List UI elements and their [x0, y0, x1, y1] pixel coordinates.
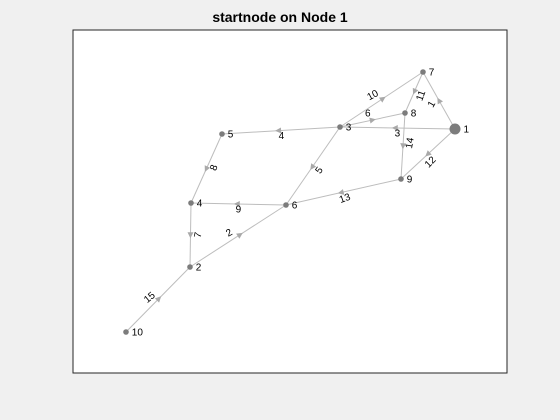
node-label-6: 6	[292, 201, 298, 212]
arrow-7-8	[412, 87, 419, 95]
edge-weight-label-5-4: 8	[208, 163, 220, 172]
node-labels-layer: 1 2 3 4 5 6 7 8 9 10	[132, 68, 470, 339]
node-9	[398, 176, 404, 182]
arrow-9-6	[337, 189, 345, 195]
node-6	[283, 202, 289, 208]
arrow-1-3	[391, 125, 398, 131]
arrow-3-6	[310, 163, 317, 170]
node-1	[449, 123, 461, 135]
node-4	[188, 200, 194, 206]
edge-weight-label-3-6: 5	[314, 165, 326, 176]
node-3	[337, 124, 343, 130]
node-2	[187, 264, 193, 270]
arrow-6-4	[233, 201, 240, 207]
arrow-4-2	[187, 232, 194, 239]
arrow-3-7	[379, 96, 386, 103]
edge-weight-label-4-2: 7	[193, 231, 205, 239]
edge-weight-label-3-5: 4	[279, 131, 285, 142]
edge-weight-label-2-6: 2	[224, 227, 235, 240]
node-7	[420, 69, 426, 75]
node-8	[402, 110, 408, 116]
node-5	[219, 131, 225, 137]
edge-weight-label-9-6: 13	[338, 192, 353, 206]
arrow-1-9	[425, 150, 432, 157]
edge-weight-label-7-8: 11	[414, 89, 428, 103]
arrow-10-2	[154, 296, 162, 303]
arrow-3-8	[369, 117, 376, 124]
arrow-2-6	[236, 232, 243, 239]
node-10	[123, 329, 129, 335]
arrow-1-7	[437, 97, 443, 105]
node-label-9: 9	[407, 175, 413, 186]
node-label-2: 2	[196, 263, 202, 274]
nodes-layer	[123, 69, 461, 335]
edge-weight-label-8-9: 14	[404, 136, 417, 149]
edge-weight-label-3-7: 10	[365, 88, 380, 103]
arrow-3-5	[275, 127, 282, 134]
arrows-layer	[154, 87, 443, 303]
node-label-10: 10	[132, 328, 144, 339]
node-label-5: 5	[228, 130, 234, 141]
edge-weight-label-3-8: 6	[365, 109, 371, 120]
edge-weight-label-1-3: 3	[395, 129, 401, 140]
edge-weight-label-1-7: 1	[426, 99, 439, 110]
node-label-1: 1	[464, 125, 470, 136]
axes-box	[72, 29, 508, 374]
node-label-7: 7	[429, 68, 435, 79]
node-label-3: 3	[346, 123, 352, 134]
plot-title: startnode on Node 1	[212, 9, 348, 25]
node-label-4: 4	[197, 199, 203, 210]
arrow-8-9	[400, 143, 407, 150]
edge-weight-label-6-4: 9	[236, 205, 242, 216]
arrow-5-4	[204, 165, 211, 172]
node-label-8: 8	[411, 109, 417, 120]
